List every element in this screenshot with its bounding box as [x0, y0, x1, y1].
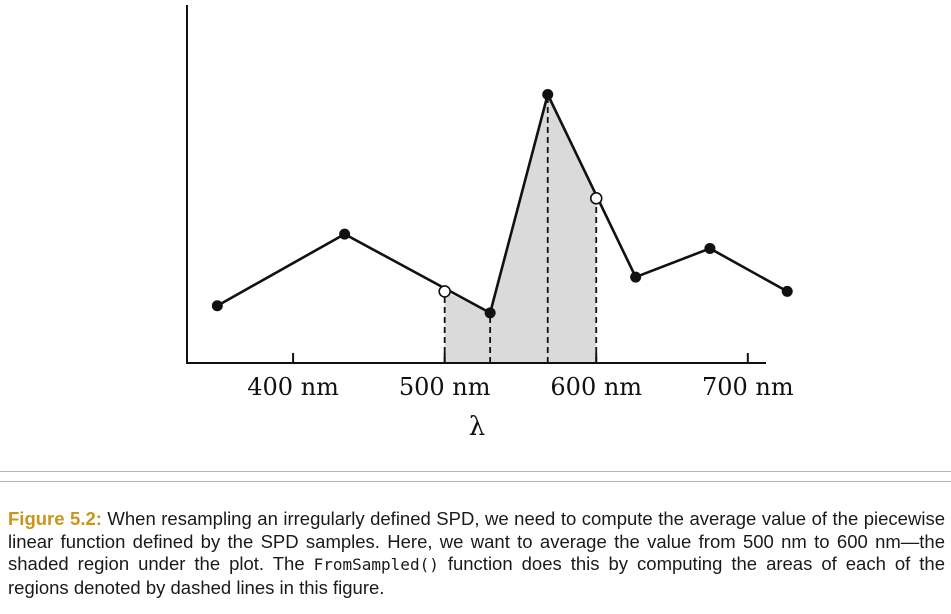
x-tick-label-500: 500 nm [399, 373, 491, 401]
sample-point-4 [630, 271, 642, 283]
caption-text-1: When resampling an irregularly defined S… [8, 508, 945, 574]
sample-point-5 [704, 242, 716, 254]
figure-label: Figure 5.2: [8, 508, 102, 529]
x-tick-label-600: 600 nm [550, 373, 642, 401]
resample-endpoint-0 [438, 285, 451, 298]
sample-point-2 [484, 307, 496, 319]
x-axis-label: λ [469, 412, 485, 442]
caption-rule-top [0, 471, 951, 472]
resample-endpoint-1 [589, 192, 603, 205]
caption-text-2: function does this by computing the area… [8, 553, 945, 598]
caption-code: FromSampled() [313, 555, 439, 574]
sample-point-1 [339, 228, 351, 240]
shaded-region [444, 94, 597, 363]
x-tick-label-400: 400 nm [247, 373, 339, 401]
sample-point-6 [781, 285, 793, 297]
x-tick-label-700: 700 nm [702, 373, 794, 401]
figure-caption: Figure 5.2: When resampling an irregular… [8, 508, 945, 599]
caption-rule-bottom [0, 481, 951, 482]
spd-resampling-chart: 400 nm 500 nm 600 nm 700 nm λ [186, 5, 794, 442]
sample-point-3 [542, 89, 554, 100]
sample-point-0 [211, 300, 223, 312]
